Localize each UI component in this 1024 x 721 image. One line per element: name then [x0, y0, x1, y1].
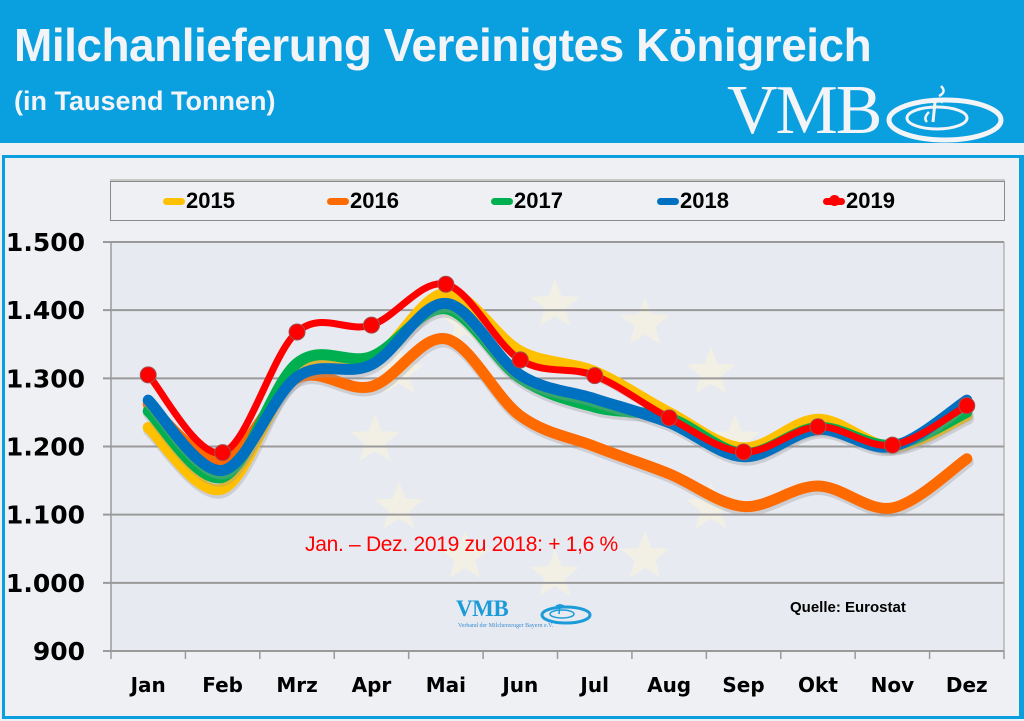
star-decoration	[686, 346, 736, 394]
vmb-logo-small-icon	[540, 603, 592, 625]
data-point-2019	[362, 316, 380, 334]
series-layer	[139, 275, 976, 518]
data-point-2019	[437, 275, 455, 293]
legend-label: 2017	[514, 188, 563, 213]
star-decoration	[530, 279, 580, 326]
x-tick-label: Feb	[202, 673, 243, 697]
data-point-2019	[958, 397, 976, 415]
y-tick-label: 1.100	[6, 501, 85, 530]
header-banner: Milchanlieferung Vereinigtes Königreich …	[0, 0, 1024, 146]
x-tick-label: Jun	[500, 673, 538, 697]
star-decoration	[530, 549, 580, 596]
star-decoration	[686, 481, 736, 529]
star-decoration	[710, 414, 760, 461]
y-tick-label: 1.000	[6, 569, 85, 598]
vmb-logo-text: VMB	[727, 72, 882, 149]
data-point-2019	[511, 351, 529, 369]
legend-item-2017: 2017	[491, 188, 563, 213]
y-tick-label: 1.200	[6, 433, 85, 462]
star-decoration	[374, 481, 424, 529]
legend-item-2015: 2015	[163, 188, 235, 213]
x-tick-label: Jul	[578, 673, 609, 697]
data-point-2019	[735, 443, 753, 461]
x-tick-label: Sep	[722, 673, 764, 697]
x-tick-label: Apr	[352, 673, 392, 697]
legend-item-2016: 2016	[327, 188, 399, 213]
chart-subtitle: (in Tausend Tonnen)	[14, 86, 276, 116]
star-decoration	[440, 530, 490, 578]
x-tick-label: Okt	[798, 673, 838, 697]
legend-label: 2015	[186, 188, 235, 213]
star-decoration	[350, 414, 400, 461]
legend: 2015 2016 2017 2018 2019	[110, 181, 1005, 221]
legend-swatch-2018	[657, 197, 679, 205]
x-tick-label: Dez	[946, 673, 988, 697]
legend-swatch-2017	[491, 197, 513, 205]
legend-label: 2016	[350, 188, 399, 213]
vmb-logo: VMB	[727, 76, 1017, 146]
legend-marker-2019	[829, 195, 840, 206]
data-point-2019	[214, 444, 232, 462]
data-point-2019	[883, 436, 901, 454]
data-point-2019	[288, 323, 306, 341]
star-decoration	[620, 297, 670, 345]
x-tick-label: Jan	[129, 673, 166, 697]
x-axis: Jan Feb Mrz Apr Mai Jun Jul Aug Sep Okt Nov Dez	[110, 651, 1005, 697]
data-point-2019	[660, 409, 678, 427]
y-tick-label: 1.300	[6, 364, 85, 393]
legend-swatch-2015	[163, 197, 185, 205]
x-tick-label: Mrz	[276, 673, 317, 697]
vmb-logo-small-subtitle: Verband der Milcherzeuger Bayern e.V.	[458, 623, 554, 629]
x-tick-label: Aug	[647, 673, 691, 697]
vmb-logo-icon	[886, 85, 1004, 143]
data-point-2019	[586, 367, 604, 385]
vmb-logo-small-text: VMB	[456, 596, 509, 621]
x-tick-label: Mai	[426, 673, 466, 697]
legend-item-2018: 2018	[657, 188, 729, 213]
legend-label: 2019	[846, 188, 895, 213]
y-axis: 900 1.000 1.100 1.200 1.300 1.400 1.500	[6, 228, 85, 666]
x-tick-label: Nov	[871, 673, 915, 697]
chart-title: Milchanlieferung Vereinigtes Königreich	[14, 19, 872, 71]
yoy-annotation: Jan. – Dez. 2019 zu 2018: + 1,6 %	[305, 533, 618, 556]
y-tick-label: 1.500	[6, 228, 85, 257]
legend-item-2019: 2019	[823, 188, 895, 213]
source-note: Quelle: Eurostat	[790, 599, 906, 616]
y-tick-label: 1.400	[6, 296, 85, 325]
y-tick-label: 900	[33, 637, 85, 666]
legend-swatch-2016	[327, 197, 349, 205]
gridlines	[103, 241, 1005, 652]
vmb-logo-small: VMB Verband der Milcherzeuger Bayern e.V…	[456, 597, 606, 633]
legend-label: 2018	[680, 188, 729, 213]
star-decoration	[620, 530, 670, 578]
data-point-2019	[809, 418, 827, 436]
data-point-2019	[139, 366, 157, 384]
